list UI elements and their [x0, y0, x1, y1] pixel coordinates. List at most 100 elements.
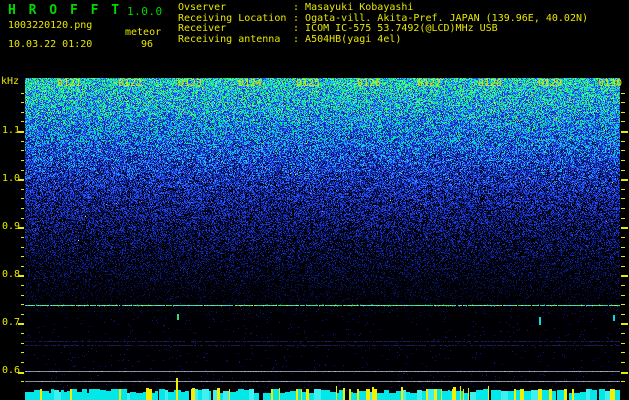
station-info-row: Receiving antenna: A504HB(yagi 4el) [178, 34, 588, 46]
left-axis-tick [21, 266, 24, 267]
time-axis-label-0130: 0130 [598, 78, 623, 89]
freq-axis-label-0.6: 0.6 [1, 365, 20, 376]
echo-count: 96 [141, 39, 154, 50]
info-label: Receiving antenna [178, 34, 281, 46]
app-title: H R O F F T [8, 3, 122, 18]
left-axis-tick [18, 131, 24, 133]
right-axis-tick [621, 362, 625, 363]
freq-unit-label: kHz [1, 76, 20, 87]
left-axis-tick [21, 352, 24, 353]
station-info-row: Receiver: ICOM IC-575 53.7492(@LCD)MHz U… [178, 24, 588, 35]
station-info-block: Ovserver: Masayuki Kobayashi Receiving Lo… [178, 2, 589, 46]
left-axis-tick [18, 323, 24, 325]
right-axis-tick [621, 295, 625, 296]
spectrogram-canvas [25, 78, 620, 400]
freq-axis-label-0.7: 0.7 [1, 317, 20, 328]
info-label: Ovserver [178, 2, 227, 13]
info-value: Masayuki Kobayashi [305, 2, 414, 13]
left-axis-tick [21, 189, 24, 190]
left-axis-tick [21, 295, 24, 296]
left-axis-tick [21, 150, 24, 151]
info-label: Receiver [178, 23, 227, 35]
time-axis-label-0126: 0126 [357, 78, 382, 89]
right-axis-tick [621, 333, 625, 334]
left-axis-tick [21, 362, 24, 363]
station-info-row: Ovserver: Masayuki Kobayashi [178, 2, 588, 14]
right-axis-tick [621, 189, 625, 190]
right-axis-tick [621, 285, 625, 286]
left-axis-tick [18, 275, 24, 277]
right-axis-tick [621, 93, 625, 94]
left-axis-tick [21, 237, 24, 238]
info-colon: : [293, 23, 306, 35]
freq-axis-label-0.8: 0.8 [1, 269, 20, 280]
right-axis-tick [621, 218, 625, 219]
time-axis-label-0121: 0121 [57, 78, 82, 89]
left-axis-tick [21, 141, 24, 142]
app-version: 1.0.0 [127, 5, 163, 18]
info-value: ICOM IC-575 53.7492(@LCD)MHz USB [305, 23, 498, 35]
left-axis-tick [21, 121, 24, 122]
right-axis-tick [621, 352, 625, 353]
info-label: Receiving Location [178, 12, 287, 24]
observation-datetime: 10.03.22 01:20 [8, 39, 93, 50]
right-axis-tick [621, 266, 625, 267]
left-axis-tick [21, 102, 24, 103]
right-axis-tick [621, 141, 625, 142]
right-axis-tick [621, 304, 625, 305]
freq-axis-label-1.0: 1.0 [1, 173, 20, 184]
right-axis-tick [621, 179, 628, 181]
left-axis-tick [21, 93, 24, 94]
right-axis-tick [621, 381, 625, 382]
left-axis-tick [21, 343, 24, 344]
left-axis-tick [21, 381, 24, 382]
left-axis-tick [21, 218, 24, 219]
left-axis-tick [18, 372, 24, 374]
output-filename: 1003220120.png [8, 20, 93, 31]
right-axis-tick [621, 314, 625, 315]
time-axis-label-0129: 0129 [538, 78, 563, 89]
right-axis-tick [621, 247, 625, 248]
left-axis-tick [21, 170, 24, 171]
left-axis-tick [21, 160, 24, 161]
right-axis-tick [621, 372, 628, 374]
right-axis-tick [621, 112, 625, 113]
observation-mode: meteor [125, 27, 162, 38]
info-colon: : [293, 34, 306, 46]
left-axis-tick [21, 333, 24, 334]
left-axis-tick [21, 198, 24, 199]
right-axis-tick [621, 121, 625, 122]
info-colon: : [293, 12, 306, 24]
left-axis-tick [21, 304, 24, 305]
left-axis-tick [21, 208, 24, 209]
right-axis-tick [621, 256, 625, 257]
info-colon: : [293, 2, 306, 13]
info-value: A504HB(yagi 4el) [305, 34, 402, 46]
left-axis-tick [21, 247, 24, 248]
info-value: Ogata-vill. Akita-Pref. JAPAN (139.96E, … [305, 12, 589, 24]
left-axis-tick [18, 179, 24, 181]
right-axis-tick [621, 150, 625, 151]
right-axis-tick [621, 323, 628, 325]
freq-axis-label-0.9: 0.9 [1, 221, 20, 232]
freq-axis-label-1.1: 1.1 [1, 125, 20, 136]
time-axis-label-0123: 0123 [178, 78, 203, 89]
right-axis-tick [621, 208, 625, 209]
left-axis-tick [21, 285, 24, 286]
station-info-row: Receiving Location: Ogata-vill. Akita-Pr… [178, 12, 589, 25]
left-axis-tick [18, 227, 24, 229]
left-axis-tick [21, 112, 24, 113]
right-axis-tick [621, 275, 628, 277]
right-axis-tick [621, 102, 625, 103]
time-axis-label-0128: 0128 [478, 78, 503, 89]
right-axis-tick [621, 227, 628, 229]
right-axis-tick [621, 237, 625, 238]
right-axis-tick [621, 198, 625, 199]
right-axis-tick [621, 160, 625, 161]
time-axis-label-0125: 0125 [296, 78, 321, 89]
left-axis-tick [21, 314, 24, 315]
left-axis-tick [21, 256, 24, 257]
right-axis-tick [621, 170, 625, 171]
time-axis-label-0122: 0122 [118, 78, 143, 89]
